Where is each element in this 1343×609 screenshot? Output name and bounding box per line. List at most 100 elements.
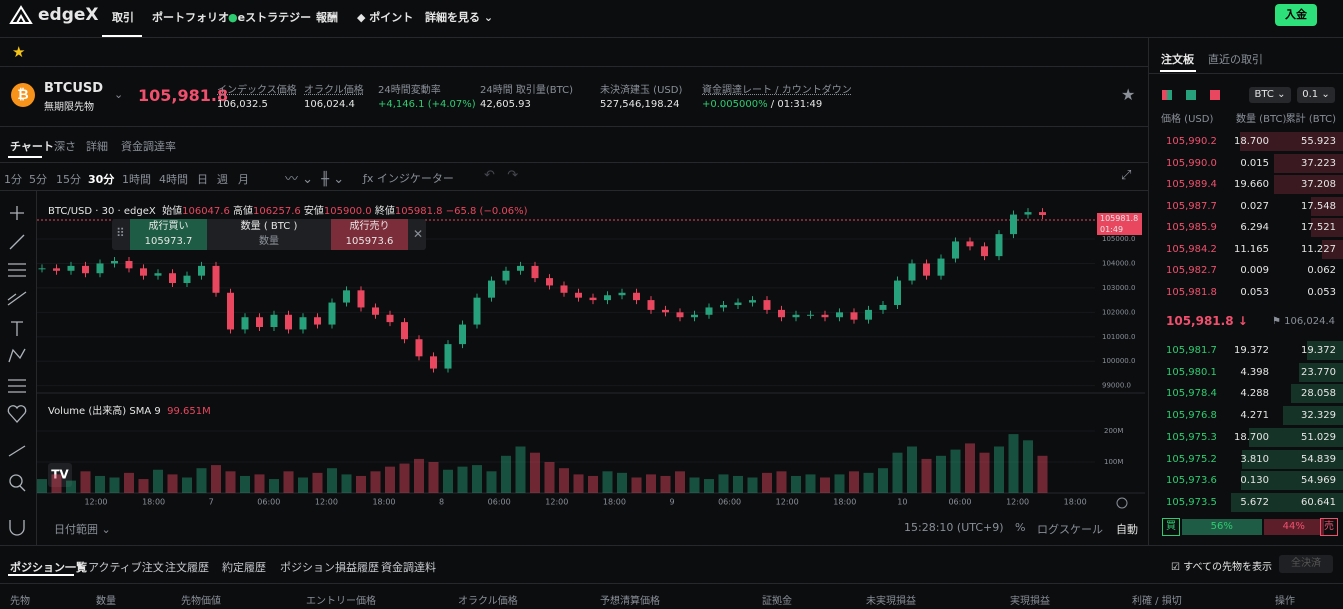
position-tab[interactable]: 注文履歴: [165, 561, 209, 574]
view-asks[interactable]: [1210, 90, 1220, 100]
settings[interactable]: [1116, 497, 1128, 509]
book-price[interactable]: 105,981.8: [1166, 286, 1217, 298]
book-total: 37.208: [1301, 179, 1336, 190]
nav-item[interactable]: 取引: [112, 11, 134, 24]
buy-button[interactable]: 成行買い 105973.7: [130, 219, 207, 250]
depth-bar: [1291, 384, 1343, 404]
qty-input[interactable]: 数量 ( BTC ) 数量: [207, 219, 331, 249]
divider: [0, 583, 1343, 584]
x-tick-label: 06:00: [257, 498, 280, 507]
interval[interactable]: 1分: [4, 173, 22, 186]
book-size: 4.398: [1240, 366, 1269, 378]
interval[interactable]: 週: [217, 173, 228, 186]
chart-tab[interactable]: 詳細: [86, 140, 108, 153]
book-price[interactable]: 105,982.7: [1166, 265, 1217, 276]
chart-legend: BTC/USD · 30 · edgeX 始値106047.6 高値106257…: [48, 202, 528, 217]
book-price[interactable]: 105,973.6: [1166, 475, 1217, 487]
favorite-star[interactable]: ★: [12, 43, 26, 61]
book-price[interactable]: 105,976.8: [1166, 410, 1217, 422]
book-size: 11.165: [1234, 243, 1269, 255]
drag-handle[interactable]: ⠿: [116, 226, 125, 240]
col-header: 累計 (BTC): [1285, 114, 1336, 125]
interval[interactable]: 月: [238, 173, 249, 186]
chart-tab[interactable]: 資金調達率: [121, 140, 176, 153]
volume-bar: [675, 471, 685, 493]
show-all-text: すべての先物を表示: [1183, 562, 1273, 573]
tv-logo[interactable]: [48, 463, 72, 487]
nav-item[interactable]: ◆ ポイント: [357, 11, 414, 24]
indicator-button[interactable]: ƒx インジケーター: [363, 172, 454, 185]
book-price[interactable]: 105,981.7: [1166, 345, 1217, 356]
nav-item[interactable]: ポートフォリオ: [152, 11, 229, 24]
position-tab[interactable]: 資金調達料: [381, 561, 436, 574]
x-tick-label: 18:00: [833, 498, 856, 507]
position-tab[interactable]: ポジション一覧: [10, 561, 87, 574]
candle: [38, 268, 46, 270]
nav-item[interactable]: 報酬: [316, 11, 338, 24]
column-header: 実現損益: [1010, 596, 1050, 607]
book-price[interactable]: 105,984.2: [1166, 243, 1217, 255]
book-price[interactable]: 105,978.4: [1166, 388, 1217, 400]
book-price[interactable]: 105,990.0: [1166, 157, 1217, 169]
volume-bar: [486, 471, 497, 493]
candle: [53, 268, 60, 271]
deposit-button[interactable]: 入金: [1275, 4, 1317, 26]
column-header: 利確 / 損切: [1132, 596, 1182, 607]
book-price[interactable]: 105,975.2: [1166, 453, 1217, 465]
volume-bar: [37, 479, 47, 493]
symbol[interactable]: BTCUSD: [44, 81, 104, 96]
interval[interactable]: 日: [197, 173, 208, 186]
interval[interactable]: 1時間: [122, 173, 151, 186]
candle: [140, 268, 147, 276]
candle: [879, 305, 887, 310]
book-price[interactable]: 105,975.3: [1166, 431, 1217, 443]
book-total: 60.641: [1301, 496, 1336, 508]
symbol-dropdown[interactable]: ⌄: [114, 88, 124, 101]
interval[interactable]: 15分: [56, 173, 81, 186]
volume-bar: [66, 480, 76, 493]
chart-style[interactable]: 〰 ⌄ ╫ ⌄: [285, 172, 345, 187]
book-price[interactable]: 105,989.4: [1166, 179, 1217, 190]
date-range[interactable]: 日付範囲 ⌄: [54, 523, 111, 536]
favorite-toggle[interactable]: ★: [1121, 85, 1136, 104]
book-price[interactable]: 105,973.5: [1166, 496, 1217, 508]
interval[interactable]: 5分: [29, 173, 47, 186]
view-both[interactable]: [1162, 90, 1172, 100]
show-all[interactable]: ☑ すべての先物を表示: [1171, 562, 1273, 573]
book-price[interactable]: 105,990.2: [1166, 136, 1217, 147]
position-tab[interactable]: アクティブ注文: [88, 561, 164, 574]
book-size: 0.009: [1240, 265, 1269, 276]
divider: [0, 190, 1148, 191]
depth-bar: [1239, 132, 1343, 151]
interval[interactable]: 4時間: [159, 173, 188, 186]
position-tab[interactable]: ポジション損益履歴: [280, 561, 379, 574]
book-total: 0.053: [1307, 286, 1336, 298]
logo[interactable]: edgeX: [38, 5, 99, 25]
close-widget[interactable]: ✕: [413, 227, 424, 241]
orderbook-tab[interactable]: 注文板: [1161, 53, 1194, 66]
sell-button[interactable]: 成行売り 105973.6: [331, 219, 408, 250]
orderbook-tab[interactable]: 直近の取引: [1208, 53, 1263, 66]
nav-item[interactable]: 詳細を見る ⌄: [425, 11, 494, 24]
chart-tab[interactable]: チャート: [10, 140, 54, 153]
asset-select[interactable]: BTC ⌄: [1249, 87, 1291, 103]
book-price[interactable]: 105,980.1: [1166, 366, 1217, 378]
candle: [633, 292, 640, 301]
close-all-button[interactable]: 全決済: [1279, 555, 1333, 573]
log-toggle[interactable]: ログスケール: [1037, 523, 1103, 536]
undo-redo[interactable]: ↶ ↷: [484, 168, 519, 183]
legend-symbol: BTC/USD · 30 · edgeX: [48, 206, 156, 217]
fullscreen[interactable]: ⤢: [1121, 168, 1132, 183]
nav-item[interactable]: ●eストラテジー: [228, 11, 312, 24]
percent-toggle[interactable]: %: [1015, 521, 1026, 534]
interval[interactable]: 30分: [88, 173, 115, 186]
view-bids[interactable]: [1186, 90, 1196, 100]
auto-toggle[interactable]: 自動: [1116, 523, 1138, 536]
position-tab[interactable]: 約定履歴: [222, 561, 266, 574]
book-price[interactable]: 105,985.9: [1166, 222, 1217, 233]
stat-value: +4,146.1 (+4.07%): [378, 99, 476, 110]
stat-value: 106,024.4: [304, 99, 355, 110]
step-select[interactable]: 0.1 ⌄: [1297, 87, 1335, 103]
chart-tab[interactable]: 深さ: [54, 140, 76, 153]
book-price[interactable]: 105,987.7: [1166, 200, 1217, 212]
